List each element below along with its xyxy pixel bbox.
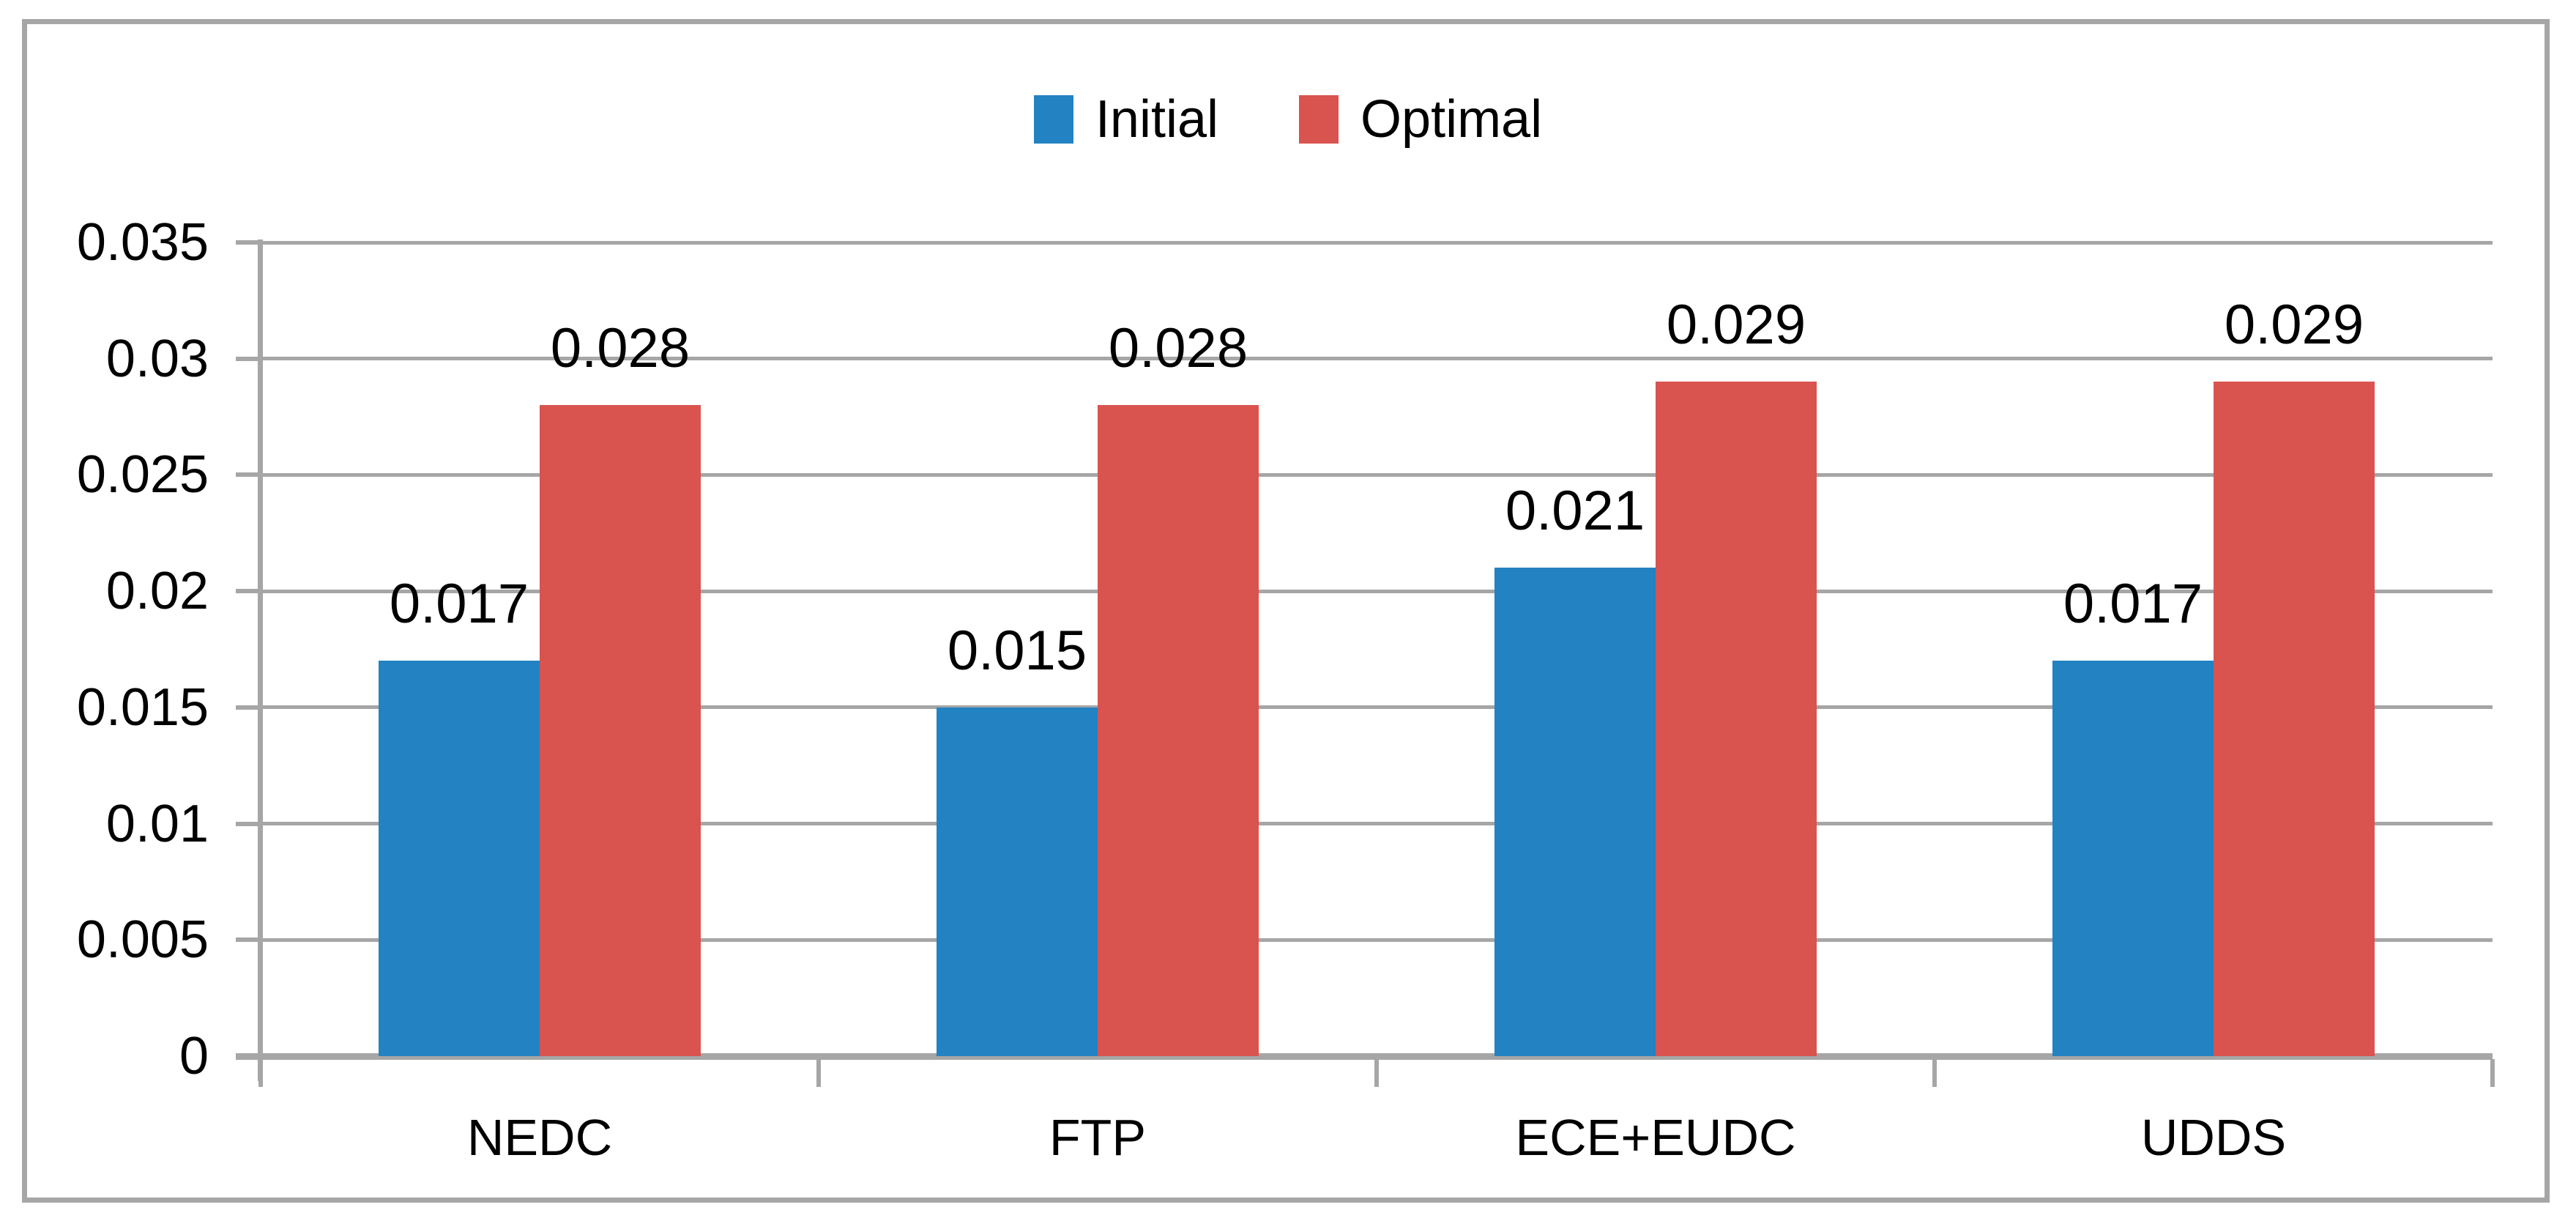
bar-value-label-optimal-ftp: 0.028 — [1108, 317, 1248, 380]
x-axis-tick — [1374, 1058, 1379, 1087]
bar-initial-udds — [2052, 661, 2214, 1056]
bar-optimal-udds — [2214, 382, 2375, 1056]
y-axis-tick — [236, 705, 261, 710]
legend-item-initial: Initial — [1033, 90, 1219, 149]
y-axis-line — [258, 240, 263, 1081]
gridline — [255, 472, 2493, 477]
chart-border-frame — [22, 19, 2550, 1203]
category-label-udds: UDDS — [2140, 1109, 2287, 1166]
gridline — [255, 240, 2493, 245]
y-axis-tick — [236, 472, 261, 478]
legend-item-optimal: Optimal — [1299, 93, 1542, 146]
y-axis-tick — [236, 1054, 261, 1058]
bar-optimal-ece-eudc — [1656, 382, 1817, 1056]
bar-value-label-optimal-nedc: 0.028 — [550, 317, 690, 380]
y-axis-tick-label: 0.015 — [76, 677, 209, 737]
legend: Initial Optimal — [0, 86, 2576, 152]
bar-value-label-optimal-udds: 0.029 — [2224, 294, 2364, 357]
bar-initial-ece-eudc — [1494, 568, 1656, 1056]
category-label-nedc: NEDC — [466, 1109, 613, 1166]
y-axis-tick-label: 0.03 — [105, 329, 209, 388]
gridline — [255, 589, 2493, 593]
y-axis-tick — [236, 589, 261, 594]
bar-value-label-initial-udds: 0.017 — [2063, 573, 2203, 636]
y-axis-tick-label: 0.025 — [76, 445, 209, 505]
x-axis-tick — [1932, 1058, 1937, 1087]
y-axis-tick — [236, 821, 261, 826]
gridline — [255, 822, 2493, 826]
bar-value-label-optimal-ece-eudc: 0.029 — [1666, 294, 1806, 357]
x-axis-line — [236, 1052, 2493, 1060]
y-axis-tick-label: 0 — [179, 1027, 209, 1085]
bar-initial-nedc — [379, 661, 540, 1056]
bar-value-label-initial-nedc: 0.017 — [389, 573, 529, 636]
y-axis-tick — [236, 937, 261, 943]
bar-value-label-initial-ece-eudc: 0.021 — [1505, 480, 1645, 543]
bar-optimal-nedc — [540, 405, 701, 1056]
legend-color-swatch-optimal — [1299, 95, 1339, 144]
x-axis-tick — [816, 1058, 821, 1087]
bar-initial-ftp — [937, 707, 1098, 1056]
legend-label-optimal: Optimal — [1360, 90, 1543, 149]
legend-color-swatch-initial — [1033, 95, 1073, 144]
x-axis-tick — [258, 1058, 263, 1087]
x-axis-tick — [2490, 1058, 2495, 1087]
gridline — [255, 357, 2493, 361]
bar-value-label-initial-ftp: 0.015 — [947, 619, 1087, 682]
y-axis-tick-label: 0.01 — [105, 794, 209, 853]
y-axis-tick-label: 0.035 — [76, 213, 209, 272]
gridline — [255, 937, 2493, 942]
legend-label-initial: Initial — [1095, 90, 1219, 149]
y-axis-tick — [236, 356, 261, 361]
y-axis-tick-label: 0.005 — [76, 910, 209, 970]
bar-optimal-ftp — [1098, 405, 1259, 1056]
gridline — [255, 705, 2493, 710]
category-label-ece-eudc: ECE+EUDC — [1515, 1109, 1796, 1166]
y-axis-tick-label: 0.02 — [105, 562, 209, 621]
category-label-ftp: FTP — [1049, 1109, 1147, 1166]
y-axis-tick — [236, 240, 261, 245]
